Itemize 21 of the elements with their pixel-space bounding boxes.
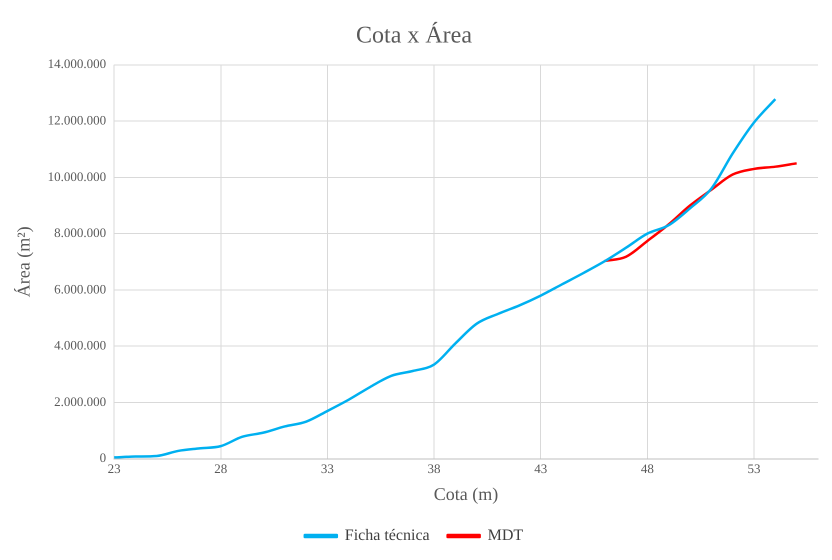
y-tick-label: 4.000.000 <box>54 338 106 353</box>
y-tick-label: 8.000.000 <box>54 225 106 240</box>
y-tick-label: 12.000.000 <box>48 112 106 128</box>
x-tick-label: 23 <box>108 461 121 476</box>
x-axis-title: Cota (m) <box>434 484 498 504</box>
y-tick-label: 6.000.000 <box>54 281 106 296</box>
legend-label: MDT <box>488 527 524 544</box>
x-tick-label: 33 <box>320 461 334 476</box>
x-tick-label: 43 <box>534 461 548 476</box>
y-tick-label: 14.000.000 <box>48 56 106 72</box>
y-tick-label: 0 <box>100 450 106 466</box>
y-axis-title: Área (m²) <box>14 226 34 298</box>
x-tick-label: 48 <box>640 461 654 476</box>
x-tick-label: 38 <box>428 461 441 476</box>
legend-label: Ficha técnica <box>344 527 430 544</box>
line-series <box>114 98 777 459</box>
y-tick-label: 10.000.000 <box>48 168 106 184</box>
x-tick-label: 28 <box>214 461 228 476</box>
y-tick-label: 2.000.000 <box>54 394 106 409</box>
chart-title: Cota x Área <box>356 22 472 49</box>
x-tick-label: 53 <box>748 461 761 476</box>
